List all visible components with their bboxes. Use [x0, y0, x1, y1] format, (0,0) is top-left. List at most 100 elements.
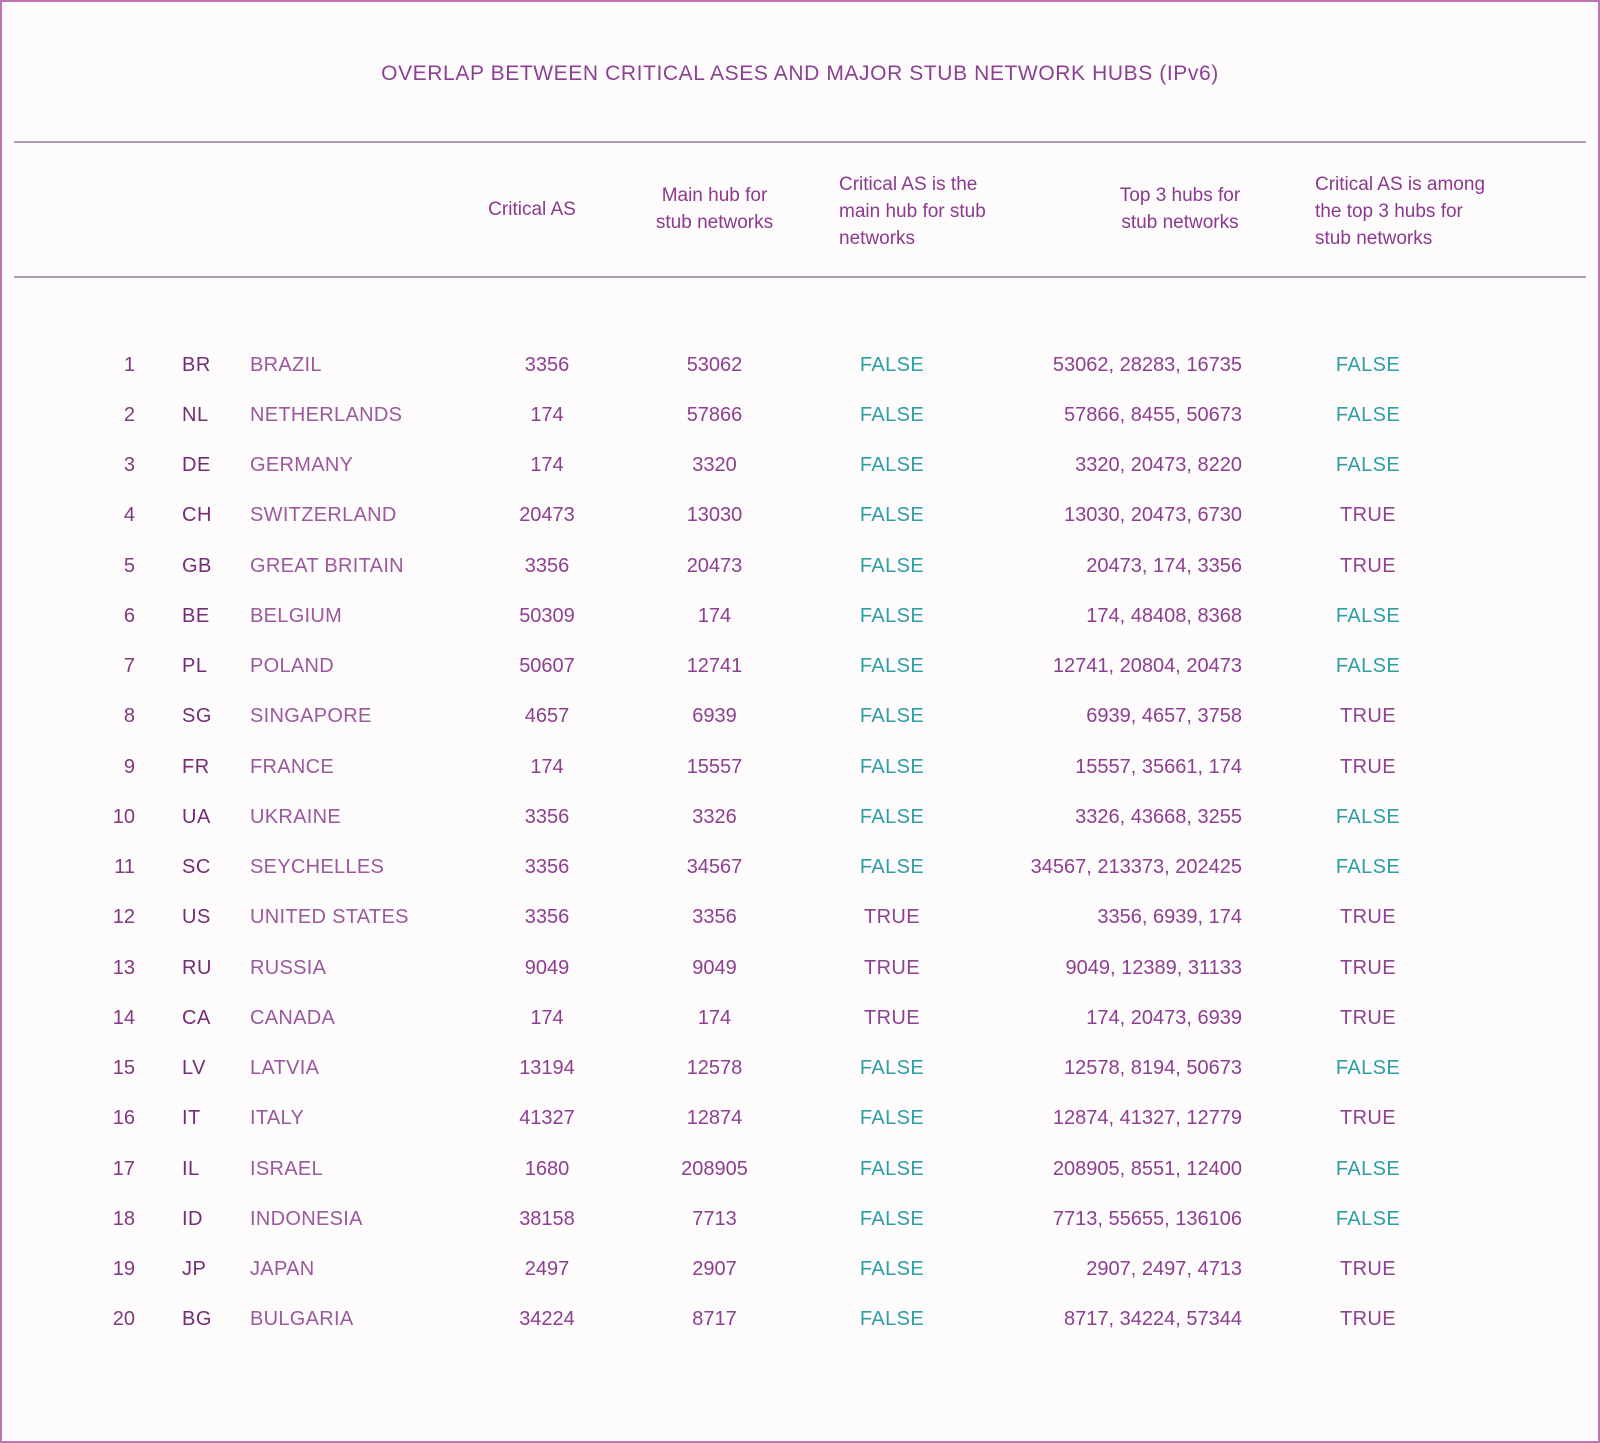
cell-top3-hubs: 12578, 8194, 50673: [1064, 1057, 1242, 1080]
cell-in-top3: FALSE: [1335, 655, 1401, 678]
cell-rank: 10: [112, 805, 135, 828]
cell-critical-as: 3356: [524, 906, 570, 929]
column-header-in-top3: Critical AS is among the top 3 hubs for …: [1315, 171, 1545, 252]
cell-critical-as: 174: [530, 755, 564, 778]
cell-is-main-hub: FALSE: [859, 705, 925, 728]
cell-is-main-hub: FALSE: [859, 554, 925, 577]
cell-country: NETHERLANDS: [250, 403, 403, 426]
cell-country: GREAT BRITAIN: [250, 554, 404, 577]
cell-main-hub: 3356: [692, 906, 737, 929]
cell-country-code: DE: [182, 454, 211, 477]
cell-country-code: ID: [182, 1207, 203, 1230]
cell-country-code: CH: [182, 504, 212, 527]
cell-is-main-hub: FALSE: [859, 1157, 925, 1180]
cell-country: BULGARIA: [250, 1308, 354, 1331]
cell-critical-as: 20473: [519, 504, 575, 527]
cell-is-main-hub: FALSE: [859, 1258, 925, 1281]
cell-country-code: SC: [182, 856, 211, 879]
cell-in-top3: TRUE: [1339, 1107, 1397, 1130]
cell-country: ISRAEL: [250, 1157, 323, 1180]
cell-in-top3: FALSE: [1335, 403, 1401, 426]
column-header-line: networks: [839, 228, 916, 249]
cell-country: SEYCHELLES: [250, 856, 385, 879]
page-title: OVERLAP BETWEEN CRITICAL ASES AND MAJOR …: [381, 62, 1219, 85]
column-header-line: Critical AS is the: [839, 174, 978, 195]
table-row: 16 IT ITALY 41327 12874 FALSE 12874, 413…: [2, 1094, 1598, 1144]
cell-in-top3: TRUE: [1339, 554, 1397, 577]
table-row: 11 SC SEYCHELLES 3356 34567 FALSE 34567,…: [2, 843, 1598, 893]
cell-rank: 19: [112, 1258, 135, 1281]
cell-main-hub: 174: [697, 1006, 732, 1029]
cell-country-code: LV: [182, 1057, 206, 1080]
cell-is-main-hub: FALSE: [859, 755, 925, 778]
cell-rank: 12: [112, 906, 135, 929]
cell-country: JAPAN: [250, 1258, 315, 1281]
cell-main-hub: 12578: [686, 1057, 743, 1080]
cell-country-code: IT: [182, 1107, 201, 1130]
title-divider: [14, 141, 1586, 143]
cell-country-code: FR: [182, 755, 210, 778]
table-row: 15 LV LATVIA 13194 12578 FALSE 12578, 81…: [2, 1044, 1598, 1094]
cell-critical-as: 41327: [519, 1107, 575, 1130]
cell-main-hub: 8717: [692, 1308, 737, 1331]
cell-critical-as: 34224: [519, 1308, 575, 1331]
cell-country-code: GB: [182, 554, 212, 577]
cell-critical-as: 174: [530, 1006, 564, 1029]
cell-main-hub: 6939: [692, 705, 737, 728]
cell-in-top3: TRUE: [1339, 755, 1397, 778]
cell-critical-as: 50309: [519, 604, 575, 627]
cell-rank: 1: [123, 353, 135, 376]
cell-top3-hubs: 7713, 55655, 136106: [1052, 1207, 1242, 1230]
cell-main-hub: 12874: [686, 1107, 743, 1130]
cell-in-top3: TRUE: [1339, 1258, 1397, 1281]
cell-top3-hubs: 12741, 20804, 20473: [1052, 655, 1242, 678]
cell-country-code: BG: [182, 1308, 212, 1331]
cell-main-hub: 20473: [686, 554, 743, 577]
cell-critical-as: 3356: [524, 856, 570, 879]
column-header-line: stub networks: [655, 212, 774, 233]
cell-is-main-hub: FALSE: [859, 1308, 925, 1331]
cell-main-hub: 15557: [686, 755, 743, 778]
cell-top3-hubs: 3356, 6939, 174: [1097, 906, 1242, 929]
cell-in-top3: FALSE: [1335, 856, 1401, 879]
cell-rank: 17: [112, 1157, 135, 1180]
cell-main-hub: 34567: [686, 856, 743, 879]
cell-is-main-hub: FALSE: [859, 1107, 925, 1130]
cell-rank: 9: [123, 755, 135, 778]
cell-in-top3: FALSE: [1335, 454, 1401, 477]
cell-critical-as: 2497: [524, 1258, 570, 1281]
table-row: 8 SG SINGAPORE 4657 6939 FALSE 6939, 465…: [2, 692, 1598, 742]
cell-in-top3: TRUE: [1339, 956, 1397, 979]
cell-country-code: CA: [182, 1006, 211, 1029]
cell-main-hub: 12741: [686, 655, 743, 678]
table-row: 7 PL POLAND 50607 12741 FALSE 12741, 208…: [2, 642, 1598, 692]
cell-is-main-hub: TRUE: [863, 956, 921, 979]
cell-main-hub: 208905: [681, 1157, 748, 1180]
cell-critical-as: 9049: [524, 956, 570, 979]
cell-is-main-hub: FALSE: [859, 856, 925, 879]
cell-main-hub: 57866: [686, 403, 743, 426]
cell-critical-as: 3356: [524, 805, 570, 828]
table-row: 3 DE GERMANY 174 3320 FALSE 3320, 20473,…: [2, 441, 1598, 491]
cell-country-code: JP: [182, 1258, 207, 1281]
cell-in-top3: FALSE: [1335, 604, 1401, 627]
cell-rank: 7: [123, 655, 135, 678]
cell-is-main-hub: FALSE: [859, 403, 925, 426]
cell-rank: 5: [123, 554, 135, 577]
cell-critical-as: 174: [530, 403, 564, 426]
table-row: 5 GB GREAT BRITAIN 3356 20473 FALSE 2047…: [2, 541, 1598, 591]
cell-main-hub: 3326: [692, 805, 737, 828]
cell-is-main-hub: FALSE: [859, 655, 925, 678]
cell-is-main-hub: FALSE: [859, 1207, 925, 1230]
column-header-line: Main hub for: [661, 185, 768, 206]
cell-top3-hubs: 3320, 20473, 8220: [1075, 454, 1242, 477]
cell-country-code: US: [182, 906, 211, 929]
cell-top3-hubs: 57866, 8455, 50673: [1064, 403, 1242, 426]
table-row: 4 CH SWITZERLAND 20473 13030 FALSE 13030…: [2, 491, 1598, 541]
cell-country-code: PL: [182, 655, 208, 678]
cell-rank: 4: [123, 504, 135, 527]
cell-country-code: RU: [182, 956, 212, 979]
cell-is-main-hub: TRUE: [863, 906, 921, 929]
cell-critical-as: 3356: [524, 353, 570, 376]
cell-is-main-hub: FALSE: [859, 1057, 925, 1080]
